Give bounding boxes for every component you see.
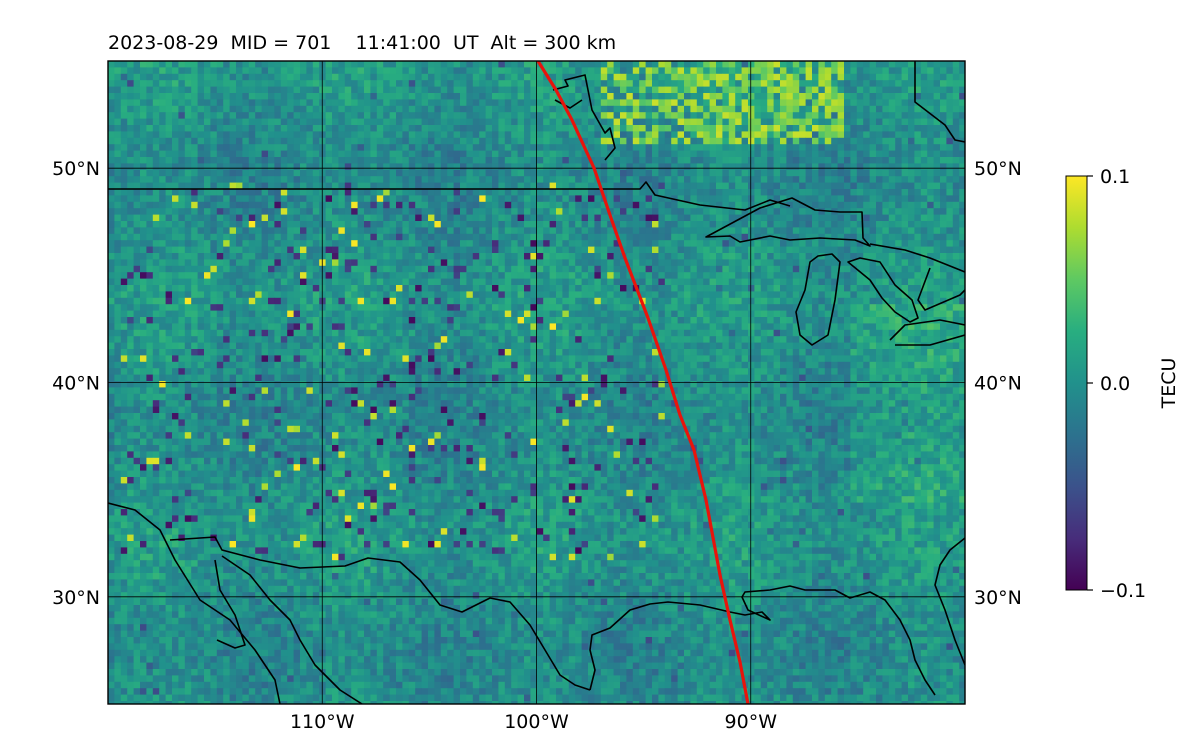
graticule <box>108 61 965 704</box>
latitude-label: 30°N <box>52 587 100 609</box>
colorbar: 0.1 0.0 −0.1 TECU <box>1065 166 1180 602</box>
colorbar-ticks: 0.1 0.0 −0.1 <box>1087 166 1146 602</box>
map-frame <box>107 60 966 705</box>
longitude-label: 110°W <box>290 711 355 733</box>
florida-east-coast <box>934 537 965 666</box>
latitude-labels-left: 30°N 40°N 50°N <box>52 158 100 609</box>
lake-michigan <box>795 253 841 346</box>
latitude-label: 40°N <box>974 373 1022 395</box>
latitude-label: 40°N <box>52 373 100 395</box>
tec-field <box>108 61 965 704</box>
lake-superior <box>705 197 871 247</box>
latitude-label: 30°N <box>974 587 1022 609</box>
latitude-label: 50°N <box>52 158 100 180</box>
longitude-label: 100°W <box>504 711 569 733</box>
longitude-labels: 110°W 100°W 90°W <box>290 711 777 733</box>
colorbar-label: TECU <box>1158 358 1180 410</box>
hudson-bay-coast <box>552 74 616 161</box>
mexico-gulf-coast <box>589 585 936 696</box>
latitude-labels-right: 30°N 40°N 50°N <box>974 158 1022 609</box>
colorbar-tick-label: 0.1 <box>1100 166 1130 188</box>
us-mexico-border <box>169 536 591 691</box>
great-lakes-east <box>869 243 965 346</box>
longitude-label: 90°W <box>725 711 778 733</box>
satellite-track <box>536 61 750 704</box>
baja-peninsula <box>214 559 246 649</box>
map-area <box>108 61 965 704</box>
map-title: 2023-08-29 MID = 701 11:41:00 UT Alt = 3… <box>108 32 616 54</box>
gulf-of-california <box>221 555 363 704</box>
colorbar-tick-label: −0.1 <box>1100 580 1146 602</box>
lake-huron <box>847 257 919 323</box>
pacific-coast-baja <box>108 502 281 704</box>
labrador-coast <box>914 61 965 143</box>
colorbar-tick-label: 0.0 <box>1100 373 1130 395</box>
latitude-label: 50°N <box>974 158 1022 180</box>
coastlines <box>108 61 965 704</box>
us-canada-border <box>108 181 791 211</box>
colorbar-scale <box>1065 175 1088 591</box>
hudson-bay-coast-2 <box>554 99 583 109</box>
